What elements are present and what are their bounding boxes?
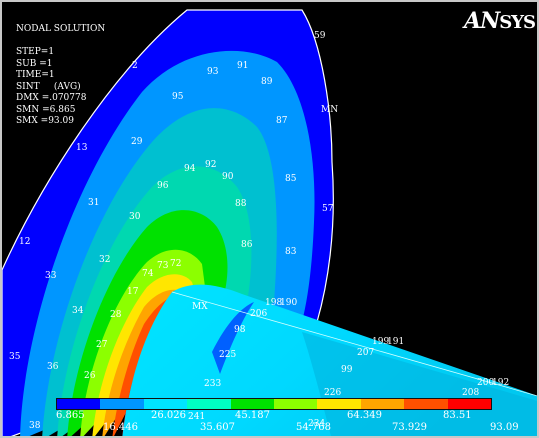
node-label: 57: [322, 204, 334, 214]
node-label: 241: [188, 412, 205, 422]
legend-swatch: [230, 399, 275, 409]
legend-swatch: [447, 399, 492, 409]
node-label: 31: [88, 198, 99, 208]
nozzle-outline: [171, 291, 537, 397]
node-label: 33: [45, 271, 57, 281]
node-label: 207: [357, 348, 374, 358]
node-label: 36: [47, 362, 59, 372]
legend-value: 16.446: [103, 422, 138, 433]
nozzle-edge-blue: [212, 302, 254, 374]
legend-value: 45.187: [235, 410, 270, 421]
node-label: 72: [170, 259, 181, 269]
node-label: 17: [127, 287, 139, 297]
ansys-logo: ANSYS: [464, 8, 536, 34]
node-label: 27: [96, 340, 108, 350]
node-label: 225: [219, 350, 236, 360]
node-label: 93: [207, 67, 219, 77]
legend-swatch: [100, 399, 144, 409]
nozzle-shade: [302, 332, 537, 436]
node-label: 200: [477, 378, 494, 388]
node-label: 74: [142, 269, 154, 279]
legend-value: 26.026: [151, 410, 186, 421]
node-label: 87: [276, 116, 288, 126]
node-label: 199: [372, 337, 389, 347]
node-label: 88: [235, 199, 247, 209]
node-label: 191: [387, 337, 404, 347]
legend-value: 64.349: [347, 410, 382, 421]
node-label: 73: [157, 261, 169, 271]
node-label: 29: [131, 137, 143, 147]
legend-swatch: [317, 399, 361, 409]
legend-value: 73.929: [392, 422, 427, 433]
legend-value: 54.768: [296, 422, 331, 433]
legend-swatch: [187, 399, 231, 409]
legend-swatch: [360, 399, 405, 409]
node-label: 59: [314, 31, 326, 41]
node-label: 12: [19, 237, 30, 247]
node-label: 206: [250, 309, 267, 319]
legend-value: 83.51: [443, 410, 472, 421]
node-label: 85: [285, 174, 297, 184]
legend-swatch: [143, 399, 188, 409]
node-label: 86: [241, 240, 253, 250]
node-label: 83: [285, 247, 297, 257]
legend-value: 35.607: [200, 422, 235, 433]
node-label: 99: [341, 365, 353, 375]
node-label: 190: [280, 298, 297, 308]
node-label: 32: [99, 255, 110, 265]
node-label: 13: [76, 143, 88, 153]
node-label: 98: [234, 325, 246, 335]
node-label: 95: [172, 92, 184, 102]
node-label: 208: [462, 388, 479, 398]
node-label: 233: [204, 379, 221, 389]
node-label: 38: [29, 421, 41, 431]
legend-swatch: [274, 399, 318, 409]
node-label: 28: [110, 310, 122, 320]
node-label: MX: [192, 302, 208, 312]
node-label: 192: [492, 378, 509, 388]
node-label: 30: [129, 212, 141, 222]
node-label: 2: [132, 61, 138, 71]
legend-swatch: [57, 399, 101, 409]
node-label: 234: [308, 419, 325, 429]
node-label: 26: [84, 371, 96, 381]
node-label: 94: [184, 164, 196, 174]
node-label: 96: [157, 181, 169, 191]
contour-legend-bar: [56, 398, 492, 410]
node-label: 91: [237, 61, 248, 71]
solution-info: NODAL SOLUTION STEP=1 SUB =1 TIME=1 SINT…: [16, 24, 106, 126]
node-label: 92: [205, 160, 216, 170]
legend-value: 93.09: [490, 422, 519, 433]
legend-value: 6.865: [56, 410, 85, 421]
node-label: MN: [321, 105, 338, 115]
node-label: 35: [9, 352, 21, 362]
node-label: 198: [265, 298, 282, 308]
legend-swatch: [404, 399, 448, 409]
node-label: 89: [261, 77, 273, 87]
node-label: 34: [72, 306, 84, 316]
node-label: 90: [222, 172, 234, 182]
node-label: 226: [324, 388, 341, 398]
